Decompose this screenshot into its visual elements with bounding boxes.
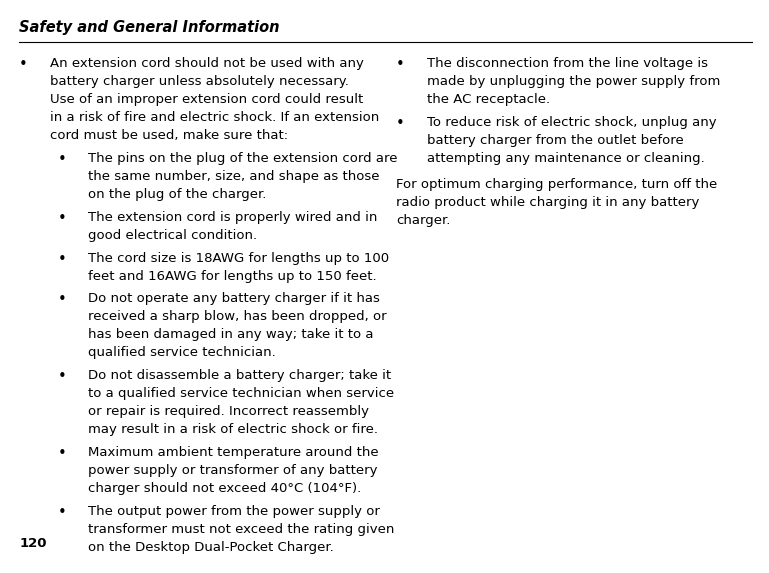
Text: radio product while charging it in any battery: radio product while charging it in any b… (396, 196, 700, 209)
Text: on the plug of the charger.: on the plug of the charger. (88, 188, 267, 201)
Text: Maximum ambient temperature around the: Maximum ambient temperature around the (88, 446, 379, 459)
Text: made by unplugging the power supply from: made by unplugging the power supply from (427, 76, 721, 88)
Text: The output power from the power supply or: The output power from the power supply o… (88, 505, 381, 517)
Text: good electrical condition.: good electrical condition. (88, 229, 258, 242)
Text: received a sharp blow, has been dropped, or: received a sharp blow, has been dropped,… (88, 311, 387, 323)
Text: may result in a risk of electric shock or fire.: may result in a risk of electric shock o… (88, 423, 378, 436)
Text: on the Desktop Dual-Pocket Charger.: on the Desktop Dual-Pocket Charger. (88, 541, 335, 554)
Text: The extension cord is properly wired and in: The extension cord is properly wired and… (88, 211, 378, 224)
Text: •: • (396, 116, 404, 131)
Text: transformer must not exceed the rating given: transformer must not exceed the rating g… (88, 523, 394, 536)
Text: qualified service technician.: qualified service technician. (88, 346, 276, 359)
Text: The pins on the plug of the extension cord are: The pins on the plug of the extension co… (88, 152, 398, 165)
Text: •: • (58, 369, 66, 384)
Text: cord must be used, make sure that:: cord must be used, make sure that: (50, 129, 288, 143)
Text: •: • (58, 252, 66, 266)
Text: feet and 16AWG for lengths up to 150 feet.: feet and 16AWG for lengths up to 150 fee… (88, 270, 377, 282)
Text: •: • (58, 211, 66, 226)
Text: to a qualified service technician when service: to a qualified service technician when s… (88, 387, 394, 400)
Text: battery charger from the outlet before: battery charger from the outlet before (427, 134, 684, 147)
Text: has been damaged in any way; take it to a: has been damaged in any way; take it to … (88, 328, 374, 342)
Text: the AC receptacle.: the AC receptacle. (427, 93, 550, 107)
Text: the same number, size, and shape as those: the same number, size, and shape as thos… (88, 170, 380, 183)
Text: •: • (58, 152, 66, 167)
Text: battery charger unless absolutely necessary.: battery charger unless absolutely necess… (50, 76, 349, 88)
Text: •: • (58, 292, 66, 307)
Text: To reduce risk of electric shock, unplug any: To reduce risk of electric shock, unplug… (427, 116, 717, 129)
Text: Do not operate any battery charger if it has: Do not operate any battery charger if it… (88, 292, 381, 305)
Text: 120: 120 (19, 537, 47, 550)
Text: •: • (396, 57, 404, 72)
Text: in a risk of fire and electric shock. If an extension: in a risk of fire and electric shock. If… (50, 112, 379, 124)
Text: power supply or transformer of any battery: power supply or transformer of any batte… (88, 464, 378, 477)
Text: Safety and General Information: Safety and General Information (19, 20, 280, 35)
Text: The disconnection from the line voltage is: The disconnection from the line voltage … (427, 57, 707, 70)
Text: •: • (58, 505, 66, 520)
Text: For optimum charging performance, turn off the: For optimum charging performance, turn o… (396, 178, 717, 191)
Text: charger should not exceed 40°C (104°F).: charger should not exceed 40°C (104°F). (88, 482, 361, 495)
Text: attempting any maintenance or cleaning.: attempting any maintenance or cleaning. (427, 152, 704, 165)
Text: •: • (19, 57, 28, 72)
Text: The cord size is 18AWG for lengths up to 100: The cord size is 18AWG for lengths up to… (88, 252, 390, 265)
Text: Do not disassemble a battery charger; take it: Do not disassemble a battery charger; ta… (88, 369, 391, 382)
Text: •: • (58, 446, 66, 461)
Text: charger.: charger. (396, 214, 451, 227)
Text: or repair is required. Incorrect reassembly: or repair is required. Incorrect reassem… (88, 405, 369, 418)
Text: Use of an improper extension cord could result: Use of an improper extension cord could … (50, 93, 363, 107)
Text: An extension cord should not be used with any: An extension cord should not be used wit… (50, 57, 364, 70)
